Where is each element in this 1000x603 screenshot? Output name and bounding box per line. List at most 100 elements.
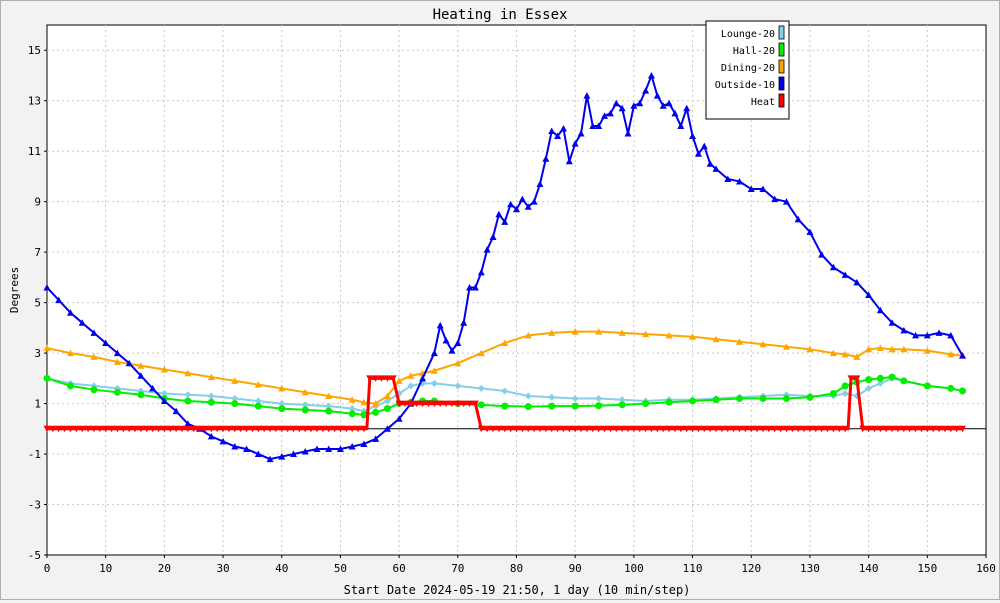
data-point: [483, 425, 491, 433]
data-point: [665, 425, 673, 433]
data-point: [489, 425, 497, 433]
legend-item: Dining-20: [721, 59, 785, 74]
data-point: [336, 445, 344, 452]
data-point: [301, 448, 309, 455]
data-point: [782, 343, 790, 350]
data-point: [325, 407, 333, 415]
data-point: [794, 215, 802, 223]
y-tick-label: 3: [34, 347, 41, 360]
data-point: [630, 102, 638, 109]
data-point: [213, 425, 221, 433]
data-point: [694, 425, 702, 433]
legend-swatch: [778, 59, 785, 74]
data-point: [178, 425, 186, 433]
data-point: [524, 403, 532, 411]
data-point: [741, 425, 749, 433]
y-tick-label: 1: [34, 398, 41, 411]
data-point: [407, 372, 415, 379]
data-point: [137, 391, 145, 399]
data-point: [513, 205, 520, 213]
data-point: [348, 396, 356, 403]
legend-label: Outside-10: [715, 80, 775, 91]
data-point: [372, 400, 380, 407]
data-point: [360, 398, 368, 406]
data-point: [724, 175, 732, 182]
data-point: [888, 319, 896, 326]
data-point: [395, 415, 403, 422]
x-tick-label: 60: [393, 562, 406, 575]
data-point: [360, 425, 368, 433]
data-point: [947, 331, 955, 339]
data-point: [90, 353, 98, 360]
data-point: [331, 425, 339, 433]
data-point: [618, 425, 626, 433]
data-point: [870, 425, 878, 433]
data-point: [900, 345, 908, 353]
data-point: [348, 425, 356, 433]
data-point: [372, 435, 380, 442]
data-point: [125, 425, 133, 433]
data-point: [307, 425, 315, 433]
data-point: [683, 104, 691, 112]
data-point: [184, 425, 192, 433]
data-point: [865, 291, 873, 299]
data-point: [665, 331, 673, 339]
x-tick-label: 10: [99, 562, 112, 575]
data-point: [149, 384, 157, 392]
data-point: [336, 425, 344, 433]
data-point: [718, 425, 726, 433]
data-point: [847, 375, 855, 382]
data-point: [689, 333, 697, 340]
legend-swatch: [778, 76, 785, 91]
data-point: [548, 393, 556, 401]
data-point: [248, 425, 256, 433]
series-heat: [43, 375, 967, 433]
data-point: [542, 425, 550, 433]
data-point: [231, 395, 239, 403]
data-point: [589, 122, 597, 129]
data-point: [301, 401, 309, 409]
data-point: [90, 386, 98, 394]
data-point: [348, 405, 356, 413]
x-tick-label: 30: [216, 562, 229, 575]
legend-label: Heat: [751, 97, 775, 108]
data-point: [923, 382, 931, 390]
data-point: [712, 425, 720, 433]
data-point: [477, 425, 485, 433]
data-point: [155, 425, 163, 433]
series-layer: [43, 71, 967, 463]
data-point: [888, 373, 896, 381]
data-point: [436, 400, 444, 408]
data-point: [395, 400, 403, 408]
x-tick-label: 160: [976, 562, 996, 575]
data-point: [747, 185, 755, 193]
data-point: [84, 425, 92, 433]
data-point: [559, 124, 567, 132]
data-point: [201, 425, 209, 433]
data-point: [618, 104, 626, 112]
data-point: [865, 384, 873, 392]
data-point: [383, 425, 391, 432]
data-point: [325, 445, 333, 452]
data-point: [853, 278, 861, 286]
data-point: [759, 185, 767, 193]
data-point: [694, 150, 702, 157]
data-point: [231, 425, 239, 433]
data-point: [712, 335, 720, 343]
legend-box: [705, 20, 790, 120]
data-point: [260, 425, 268, 433]
data-point: [618, 329, 626, 336]
data-point: [43, 344, 51, 352]
data-point: [759, 425, 767, 433]
data-point: [160, 389, 168, 397]
data-point: [219, 425, 227, 433]
data-point: [689, 132, 697, 140]
data-point: [777, 425, 785, 433]
data-point: [642, 87, 650, 94]
data-point: [313, 445, 321, 452]
data-point: [289, 425, 297, 433]
data-point: [565, 157, 573, 165]
data-point: [929, 425, 937, 433]
data-point: [272, 425, 280, 433]
